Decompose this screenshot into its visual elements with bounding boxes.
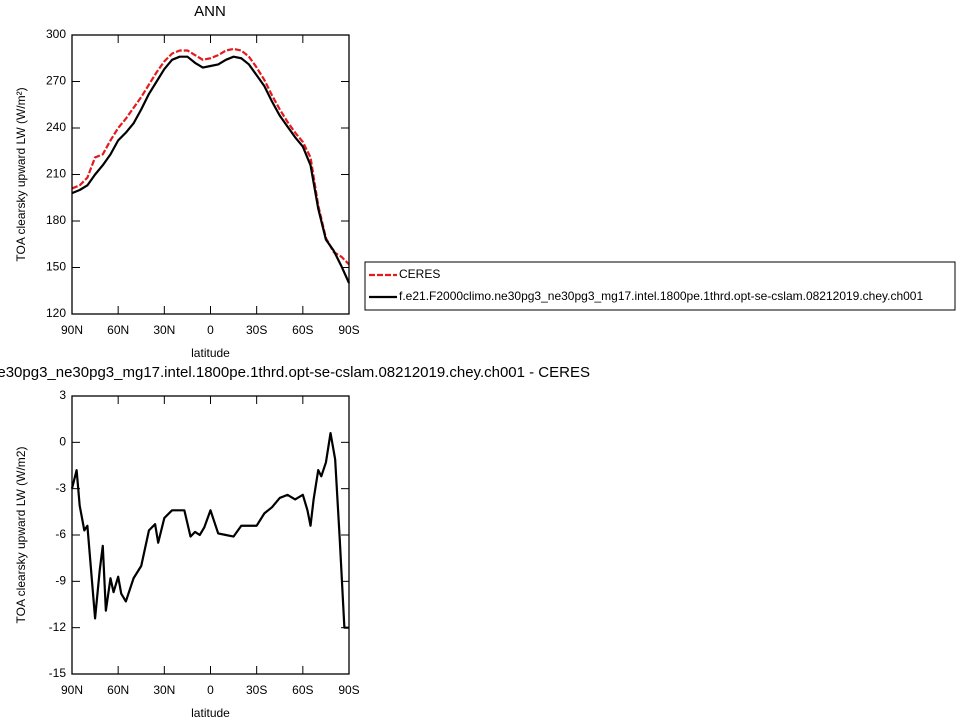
y-tick-label: 150 <box>46 260 66 274</box>
y-tick-label: -12 <box>49 620 67 634</box>
x-tick-label: 60S <box>292 323 313 337</box>
legend-box <box>364 261 956 311</box>
y-tick-label: 270 <box>46 74 66 88</box>
x-tick-label: 30N <box>153 683 175 697</box>
y-tick-label: -3 <box>55 481 66 495</box>
x-tick-label: 90N <box>61 323 83 337</box>
x-tick-label: 30S <box>246 323 267 337</box>
y-tick-label: 3 <box>59 388 66 402</box>
x-tick-label: 90S <box>338 323 359 337</box>
y-tick-label: -6 <box>55 527 66 541</box>
data-line <box>71 55 351 284</box>
chart-title: ANN <box>194 3 226 20</box>
y-tick-label: 180 <box>46 213 66 227</box>
y-tick-label: 120 <box>46 306 66 320</box>
x-tick-label: 60S <box>292 683 313 697</box>
x-tick-label: 30S <box>246 683 267 697</box>
x-tick-label: 0 <box>207 683 214 697</box>
y-tick-label: 240 <box>46 120 66 134</box>
legend-label: CERES <box>399 267 440 281</box>
x-axis-label: latitude <box>191 346 230 360</box>
y-tick-label: 0 <box>59 435 66 449</box>
data-line <box>71 47 350 266</box>
plot-frame <box>71 34 350 315</box>
x-tick-label: 30N <box>153 323 175 337</box>
data-line <box>70 431 349 629</box>
y-tick-label: 210 <box>46 167 66 181</box>
x-tick-label: 90S <box>338 683 359 697</box>
legend-label: f.e21.F2000climo.ne30pg3_ne30pg3_mg17.in… <box>399 289 923 303</box>
y-tick-label: 300 <box>46 27 66 41</box>
y-axis-label: TOA clearsky upward LW (W/m²) <box>14 87 28 261</box>
chart-title: f.e21.F2000climo.ne30pg3_ne30pg3_mg17.in… <box>0 364 590 381</box>
x-tick-label: 60N <box>107 323 129 337</box>
plot-frame <box>71 395 350 675</box>
x-tick-label: 90N <box>61 683 83 697</box>
y-tick-label: -9 <box>55 574 66 588</box>
x-axis-label: latitude <box>191 706 230 720</box>
y-tick-label: -15 <box>49 666 67 680</box>
y-axis-label: TOA clearsky upward LW (W/m2) <box>14 447 28 624</box>
x-tick-label: 0 <box>207 323 214 337</box>
x-tick-label: 60N <box>107 683 129 697</box>
